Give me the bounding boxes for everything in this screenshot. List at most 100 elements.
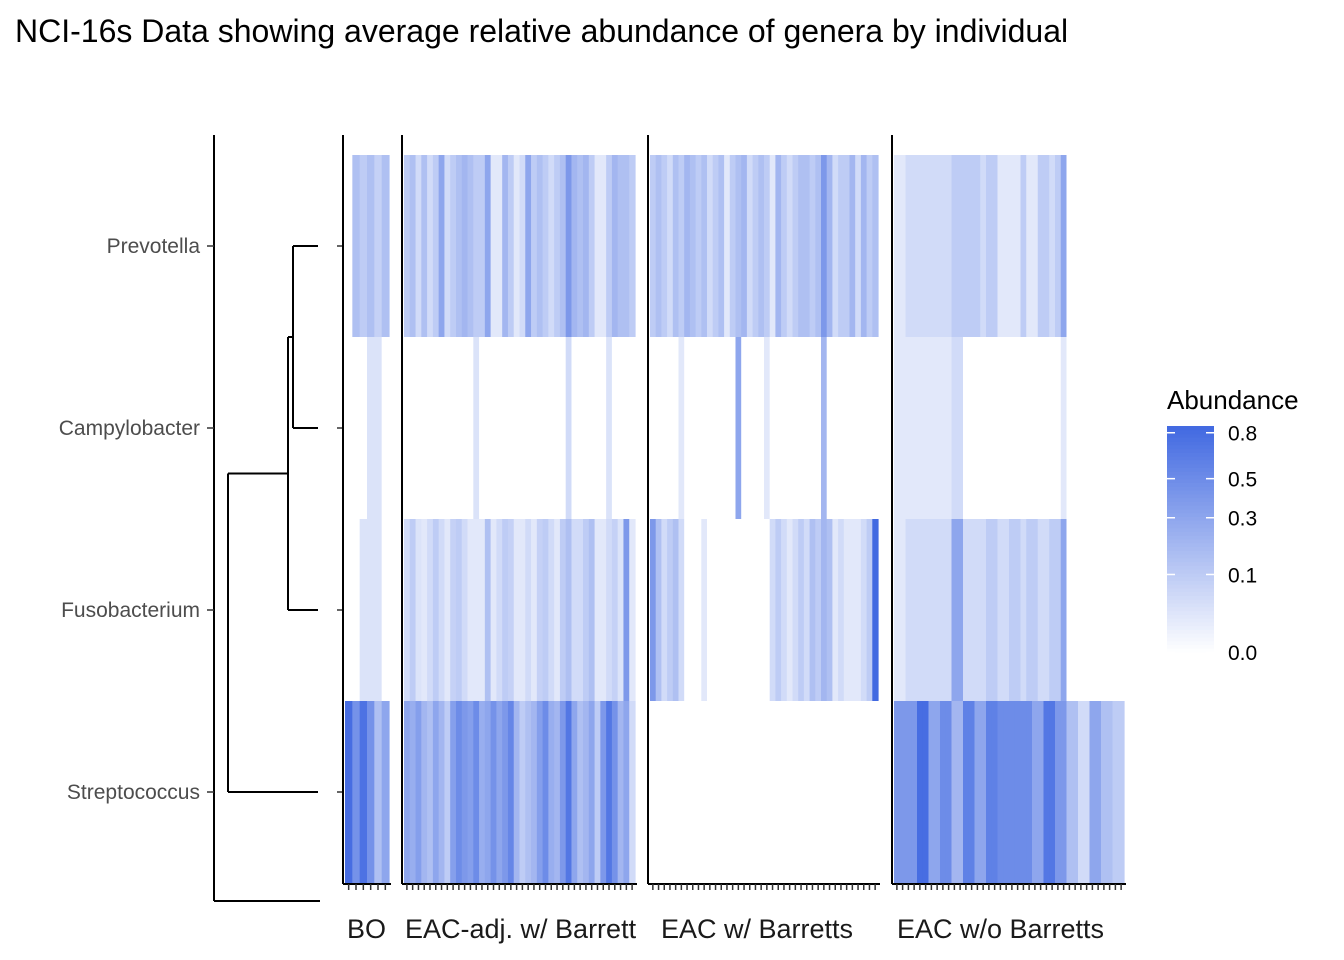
heatmap-cell (438, 701, 446, 883)
heatmap-cell (899, 701, 907, 883)
heatmap-cell (866, 519, 873, 701)
legend-gradient-step (1167, 426, 1214, 431)
heatmap-cell (1083, 519, 1091, 701)
heatmap-cell (855, 337, 862, 519)
heatmap-cell (928, 519, 935, 701)
heatmap-cell (945, 337, 953, 519)
heatmap-cell (718, 519, 725, 701)
heatmap-cell (963, 155, 970, 337)
heatmap-cell (963, 337, 970, 519)
heatmap-cell (838, 337, 845, 519)
heatmap-cell (404, 701, 411, 883)
heatmap-cell (1072, 701, 1079, 883)
legend-gradient-step (1167, 471, 1214, 476)
legend-gradient-step (1167, 606, 1214, 612)
heatmap-cell (729, 155, 737, 337)
heatmap-cell (872, 519, 879, 701)
heatmap-cell (684, 519, 691, 701)
heatmap-cell (1101, 337, 1108, 519)
heatmap-cell (934, 155, 941, 337)
heatmap-cell (536, 155, 544, 337)
heatmap-cell (1078, 155, 1085, 337)
heatmap-cell (473, 337, 480, 519)
heatmap-cell (934, 337, 941, 519)
heatmap-cell (559, 701, 567, 883)
heatmap-cell (928, 155, 935, 337)
heatmap-cell (957, 155, 964, 337)
heatmap-cell (899, 337, 907, 519)
legend-gradient-step (1167, 433, 1214, 438)
heatmap-cell (479, 519, 486, 701)
heatmap-cell (374, 155, 383, 337)
heatmap-cell (786, 337, 794, 519)
heatmap-cell (352, 337, 361, 519)
heatmap-cell (769, 337, 776, 519)
heatmap-cell (1083, 155, 1091, 337)
heatmap-cell (548, 519, 555, 701)
heatmap-cell (606, 519, 613, 701)
heatmap-cell (473, 155, 480, 337)
heatmap-cell (752, 155, 759, 337)
heatmap-cell (479, 701, 486, 883)
heatmap-cell (838, 155, 845, 337)
heatmap-cell (940, 701, 947, 883)
heatmap-cell (600, 337, 607, 519)
heatmap-cell (1095, 519, 1102, 701)
heatmap-cell (467, 337, 474, 519)
heatmap-cell (359, 701, 368, 883)
heatmap-cell (559, 519, 567, 701)
heatmap-cell (467, 155, 474, 337)
heatmap-cell (832, 519, 839, 701)
heatmap-cell (667, 155, 674, 337)
heatmap-cell (798, 519, 805, 701)
legend-tick-label: 0.0 (1228, 642, 1257, 665)
heatmap-cell (381, 155, 390, 337)
heatmap-cell (594, 701, 601, 883)
heatmap-cell (724, 337, 731, 519)
heatmap-cell (502, 337, 509, 519)
heatmap-cell (1066, 519, 1073, 701)
heatmap-cell (415, 701, 422, 883)
heatmap-cell (986, 519, 993, 701)
heatmap-cell (450, 701, 457, 883)
heatmap-cell (922, 155, 930, 337)
heatmap-cell (404, 337, 411, 519)
legend-gradient-step (1167, 584, 1214, 589)
heatmap-cell (565, 701, 573, 883)
heatmap-cell (661, 337, 668, 519)
heatmap-cell (934, 701, 941, 883)
heatmap-cell (461, 155, 469, 337)
heatmap-cell (724, 155, 731, 337)
legend-gradient-step (1167, 467, 1214, 472)
heatmap-cell (849, 155, 856, 337)
heatmap-cell (815, 337, 822, 519)
heatmap-cell (695, 519, 702, 701)
heatmap-cell (583, 337, 590, 519)
heatmap-cell (922, 519, 930, 701)
heatmap-cell (917, 337, 924, 519)
heatmap-cell (617, 155, 625, 337)
heatmap-cell (571, 337, 578, 519)
facet-label: EAC w/o Barretts (897, 914, 1104, 944)
legend-gradient-step (1167, 576, 1214, 581)
heatmap-cell (707, 519, 714, 701)
heatmap-cell (775, 337, 782, 519)
heatmap-cell (712, 519, 719, 701)
heatmap-cell (444, 701, 451, 883)
legend-gradient-step (1167, 542, 1214, 548)
heatmap-cell (809, 519, 816, 701)
heatmap-cell (623, 337, 630, 519)
heatmap-cell (798, 155, 805, 337)
legend-gradient-step (1167, 587, 1214, 593)
facet-panel: EAC w/o Barretts (891, 135, 1126, 944)
heatmap-cell (611, 155, 619, 337)
heatmap-cell (600, 701, 607, 883)
heatmap-cell (623, 519, 630, 701)
heatmap-cell (496, 519, 503, 701)
heatmap-cell (735, 155, 742, 337)
heatmap-cell (650, 337, 657, 519)
facet-panel: EAC w/ Barretts (647, 135, 880, 944)
heatmap-cell (911, 155, 918, 337)
heatmap-cell (484, 155, 492, 337)
heatmap-cell (345, 519, 353, 701)
